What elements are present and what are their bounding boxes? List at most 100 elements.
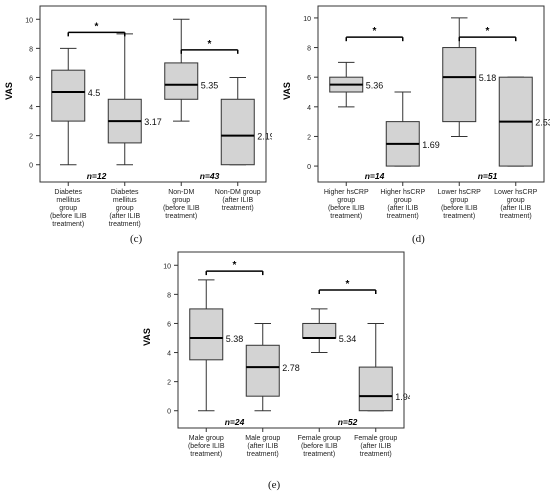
- x-tick-label-line: (after ILIB: [500, 205, 531, 212]
- panel-label-e: (e): [268, 479, 281, 491]
- y-axis-label: VAS: [142, 328, 152, 346]
- x-tick-label-line: Higher hsCRP: [324, 189, 369, 196]
- y-tick-label: 4: [29, 105, 33, 112]
- x-tick-label: Female group (before ILIB treatment): [298, 435, 341, 458]
- x-tick-label-line: group: [59, 205, 77, 212]
- significance-marker: *: [346, 279, 350, 290]
- y-tick-label: 6: [167, 321, 171, 328]
- x-tick-label-line: (after ILIB: [222, 197, 253, 204]
- x-tick-label: Non-DM group (after ILIB treatment): [215, 189, 261, 212]
- x-tick-label-line: treatment): [303, 451, 335, 458]
- x-tick-label-line: Lower hsCRP: [438, 189, 482, 196]
- x-tick-label: Diabetes mellitus group (before ILIB treatme…: [50, 189, 87, 228]
- x-tick-label-line: treatment): [165, 213, 197, 220]
- y-tick-label: 2: [29, 134, 33, 141]
- x-tick-label-line: Higher hsCRP: [380, 189, 425, 196]
- x-tick-label: Non-DM group (before ILIB treatment): [163, 189, 200, 220]
- y-tick-label: 2: [307, 134, 311, 141]
- x-tick-label-line: group: [172, 197, 190, 204]
- mean-value-label: 2.78: [282, 363, 300, 373]
- x-tick-label-line: group: [394, 197, 412, 204]
- chart-panel-c: VAS 0 2 4 6 8 10 Diabetes mellitus group (before I…: [0, 0, 275, 232]
- mean-value-label: 5.34: [339, 334, 357, 344]
- x-tick-label-line: treatment): [247, 451, 279, 458]
- x-tick-label-line: Diabetes: [54, 189, 82, 196]
- box-1: 5.36: [329, 61, 384, 108]
- iqr-box: [164, 62, 199, 100]
- x-tick-label-line: group: [450, 197, 468, 204]
- x-tick-label-line: Female group: [354, 435, 397, 442]
- significance-marker: *: [208, 39, 212, 50]
- x-tick-label-line: mellitus: [113, 197, 137, 204]
- x-tick-label: Diabetes mellitus group (after ILIB treatmen…: [109, 189, 141, 228]
- significance-marker: *: [233, 260, 237, 271]
- y-tick-label: 4: [307, 105, 311, 112]
- mean-value-label: 5.35: [201, 81, 219, 91]
- y-tick-label: 10: [25, 17, 33, 24]
- box-4: 1.94: [358, 322, 413, 412]
- y-tick-label: 8: [29, 46, 33, 53]
- x-tick-label: Higher hsCRP group (before ILIB treatment): [324, 189, 369, 220]
- significance-marker: *: [486, 26, 490, 37]
- iqr-box: [358, 366, 393, 412]
- x-tick-label-line: Male group: [245, 435, 280, 442]
- significance-marker: *: [373, 26, 377, 37]
- box-3: 5.35: [164, 18, 219, 122]
- x-tick-label-line: treatment): [222, 205, 254, 212]
- x-tick-label-line: treatment): [360, 451, 392, 458]
- x-tick-label-line: treatment): [387, 213, 419, 220]
- x-tick-label: Higher hsCRP group (after ILIB treatment): [380, 189, 425, 220]
- x-tick-label-line: group: [337, 197, 355, 204]
- mean-value-label: 1.94: [395, 392, 410, 402]
- y-axis-label: VAS: [4, 82, 14, 100]
- x-tick-label-line: Lower hsCRP: [494, 189, 538, 196]
- x-tick-label-line: group: [507, 197, 525, 204]
- iqr-box: [51, 69, 86, 122]
- y-axis-label: VAS: [282, 82, 292, 100]
- x-tick-label-line: treatment): [443, 213, 475, 220]
- box-2: 1.69: [385, 91, 440, 167]
- iqr-box: [220, 98, 255, 166]
- x-tick-label-line: (before ILIB: [188, 443, 225, 450]
- box-2: 2.78: [245, 322, 300, 412]
- sample-size-label: n=52: [338, 417, 358, 427]
- x-tick-label: Lower hsCRP group (after ILIB treatment): [494, 189, 538, 220]
- x-tick-label-line: Diabetes: [111, 189, 139, 196]
- iqr-box: [189, 308, 224, 361]
- sample-size-label: n=43: [200, 171, 220, 181]
- significance-marker: *: [95, 21, 99, 32]
- x-tick-label-line: (before ILIB: [441, 205, 478, 212]
- x-tick-label: Female group (after ILIB treatment): [354, 435, 397, 458]
- panel-label-c: (c): [130, 233, 143, 245]
- mean-value-label: 3.17: [144, 117, 162, 127]
- x-tick-label-line: Female group: [298, 435, 341, 442]
- x-tick-label-line: (after ILIB: [360, 443, 391, 450]
- x-tick-label-line: treatment): [330, 213, 362, 220]
- y-tick-label: 8: [167, 292, 171, 299]
- x-tick-label-line: (before ILIB: [50, 213, 87, 220]
- y-tick-label: 0: [29, 163, 33, 170]
- box-3: 5.18: [442, 17, 496, 137]
- box-4: 2.19: [220, 76, 275, 166]
- y-tick-label: 4: [167, 351, 171, 358]
- x-tick-label: Male group (after ILIB treatment): [245, 435, 280, 458]
- iqr-box: [245, 344, 280, 397]
- sample-size-label: n=24: [225, 417, 245, 427]
- iqr-box: [302, 322, 337, 339]
- x-tick-label-line: (before ILIB: [328, 205, 365, 212]
- x-tick-label-line: treatment): [500, 213, 532, 220]
- y-tick-label: 10: [303, 16, 311, 23]
- x-tick-label-line: (before ILIB: [163, 205, 200, 212]
- box-3: 5.34: [302, 308, 357, 354]
- box-2: 3.17: [107, 33, 162, 166]
- x-tick-label-line: Non-DM: [168, 189, 194, 196]
- mean-value-label: 5.36: [366, 81, 384, 91]
- x-tick-label-line: treatment): [190, 451, 222, 458]
- box-1: 4.5: [51, 47, 101, 166]
- mean-value-label: 4.5: [88, 88, 101, 98]
- x-tick-label-line: (after ILIB: [247, 443, 278, 450]
- y-tick-label: 6: [307, 75, 311, 82]
- y-tick-label: 0: [307, 164, 311, 171]
